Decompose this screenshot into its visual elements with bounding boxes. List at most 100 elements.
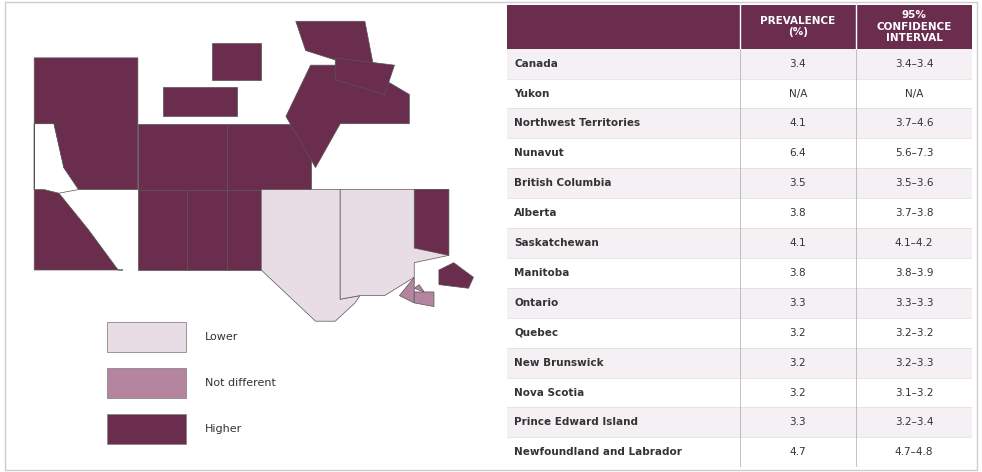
Text: Quebec: Quebec bbox=[515, 328, 559, 338]
Text: Ontario: Ontario bbox=[515, 298, 559, 308]
Text: Not different: Not different bbox=[205, 378, 276, 388]
FancyBboxPatch shape bbox=[856, 258, 972, 288]
FancyBboxPatch shape bbox=[739, 228, 856, 258]
Polygon shape bbox=[414, 292, 434, 307]
FancyBboxPatch shape bbox=[508, 49, 739, 78]
FancyBboxPatch shape bbox=[856, 378, 972, 407]
Text: Manitoba: Manitoba bbox=[515, 268, 570, 278]
FancyBboxPatch shape bbox=[739, 438, 856, 467]
FancyBboxPatch shape bbox=[508, 228, 739, 258]
FancyBboxPatch shape bbox=[508, 78, 739, 109]
Text: 5.6–7.3: 5.6–7.3 bbox=[895, 148, 933, 158]
FancyBboxPatch shape bbox=[739, 407, 856, 438]
FancyBboxPatch shape bbox=[739, 138, 856, 168]
Text: 3.7–4.6: 3.7–4.6 bbox=[895, 118, 933, 128]
Text: British Columbia: British Columbia bbox=[515, 178, 612, 188]
Polygon shape bbox=[34, 124, 79, 193]
FancyBboxPatch shape bbox=[739, 5, 856, 49]
FancyBboxPatch shape bbox=[856, 288, 972, 318]
Polygon shape bbox=[439, 263, 473, 288]
Polygon shape bbox=[414, 190, 449, 255]
Text: 3.1–3.2: 3.1–3.2 bbox=[895, 388, 933, 397]
Polygon shape bbox=[286, 65, 409, 168]
Polygon shape bbox=[212, 43, 261, 80]
FancyBboxPatch shape bbox=[508, 138, 739, 168]
Text: 3.3: 3.3 bbox=[790, 298, 806, 308]
FancyBboxPatch shape bbox=[508, 168, 739, 198]
Text: 3.2: 3.2 bbox=[790, 358, 806, 368]
Text: Nunavut: Nunavut bbox=[515, 148, 564, 158]
Text: Lower: Lower bbox=[205, 332, 239, 342]
Text: 3.2–3.3: 3.2–3.3 bbox=[895, 358, 933, 368]
Polygon shape bbox=[227, 190, 261, 270]
FancyBboxPatch shape bbox=[856, 168, 972, 198]
Polygon shape bbox=[34, 58, 137, 190]
FancyBboxPatch shape bbox=[107, 414, 186, 444]
FancyBboxPatch shape bbox=[739, 109, 856, 138]
FancyBboxPatch shape bbox=[856, 109, 972, 138]
Text: 3.2: 3.2 bbox=[790, 388, 806, 397]
Text: Higher: Higher bbox=[205, 424, 243, 434]
Text: 3.7–3.8: 3.7–3.8 bbox=[895, 208, 933, 218]
FancyBboxPatch shape bbox=[508, 198, 739, 228]
FancyBboxPatch shape bbox=[739, 258, 856, 288]
Polygon shape bbox=[227, 124, 310, 190]
Polygon shape bbox=[414, 285, 424, 292]
Polygon shape bbox=[261, 190, 360, 321]
Text: PREVALENCE
(%): PREVALENCE (%) bbox=[760, 16, 836, 37]
Text: Alberta: Alberta bbox=[515, 208, 558, 218]
Polygon shape bbox=[335, 58, 395, 94]
Text: 6.4: 6.4 bbox=[790, 148, 806, 158]
Text: Saskatchewan: Saskatchewan bbox=[515, 238, 599, 248]
Polygon shape bbox=[163, 87, 237, 117]
FancyBboxPatch shape bbox=[856, 318, 972, 348]
Text: 3.5–3.6: 3.5–3.6 bbox=[895, 178, 933, 188]
FancyBboxPatch shape bbox=[856, 5, 972, 49]
Text: 3.3–3.3: 3.3–3.3 bbox=[895, 298, 933, 308]
Polygon shape bbox=[340, 190, 449, 299]
Text: 3.4–3.4: 3.4–3.4 bbox=[895, 59, 933, 68]
FancyBboxPatch shape bbox=[739, 378, 856, 407]
Text: N/A: N/A bbox=[789, 89, 807, 99]
Polygon shape bbox=[296, 21, 375, 73]
FancyBboxPatch shape bbox=[739, 78, 856, 109]
Text: 3.5: 3.5 bbox=[790, 178, 806, 188]
FancyBboxPatch shape bbox=[856, 78, 972, 109]
FancyBboxPatch shape bbox=[856, 138, 972, 168]
Text: 95%
CONFIDENCE
INTERVAL: 95% CONFIDENCE INTERVAL bbox=[876, 10, 952, 43]
FancyBboxPatch shape bbox=[739, 318, 856, 348]
FancyBboxPatch shape bbox=[739, 288, 856, 318]
Polygon shape bbox=[188, 190, 227, 270]
Text: Newfoundland and Labrador: Newfoundland and Labrador bbox=[515, 447, 682, 457]
FancyBboxPatch shape bbox=[508, 258, 739, 288]
FancyBboxPatch shape bbox=[508, 5, 739, 49]
Text: 4.7: 4.7 bbox=[790, 447, 806, 457]
FancyBboxPatch shape bbox=[856, 407, 972, 438]
FancyBboxPatch shape bbox=[508, 348, 739, 378]
Text: 4.1–4.2: 4.1–4.2 bbox=[895, 238, 933, 248]
FancyBboxPatch shape bbox=[508, 288, 739, 318]
Polygon shape bbox=[400, 278, 414, 303]
FancyBboxPatch shape bbox=[508, 318, 739, 348]
FancyBboxPatch shape bbox=[107, 368, 186, 398]
FancyBboxPatch shape bbox=[739, 198, 856, 228]
Text: 3.8–3.9: 3.8–3.9 bbox=[895, 268, 933, 278]
Text: Prince Edward Island: Prince Edward Island bbox=[515, 417, 638, 428]
Text: 4.1: 4.1 bbox=[790, 238, 806, 248]
FancyBboxPatch shape bbox=[739, 168, 856, 198]
Text: 3.2–3.4: 3.2–3.4 bbox=[895, 417, 933, 428]
FancyBboxPatch shape bbox=[508, 378, 739, 407]
FancyBboxPatch shape bbox=[739, 348, 856, 378]
Polygon shape bbox=[34, 190, 123, 270]
Text: 4.7–4.8: 4.7–4.8 bbox=[895, 447, 933, 457]
Text: 3.2–3.2: 3.2–3.2 bbox=[895, 328, 933, 338]
Text: N/A: N/A bbox=[904, 89, 923, 99]
FancyBboxPatch shape bbox=[856, 348, 972, 378]
Text: 3.3: 3.3 bbox=[790, 417, 806, 428]
Text: Northwest Territories: Northwest Territories bbox=[515, 118, 640, 128]
Polygon shape bbox=[137, 190, 188, 270]
Polygon shape bbox=[137, 124, 227, 190]
Text: 3.8: 3.8 bbox=[790, 208, 806, 218]
FancyBboxPatch shape bbox=[856, 198, 972, 228]
FancyBboxPatch shape bbox=[856, 438, 972, 467]
